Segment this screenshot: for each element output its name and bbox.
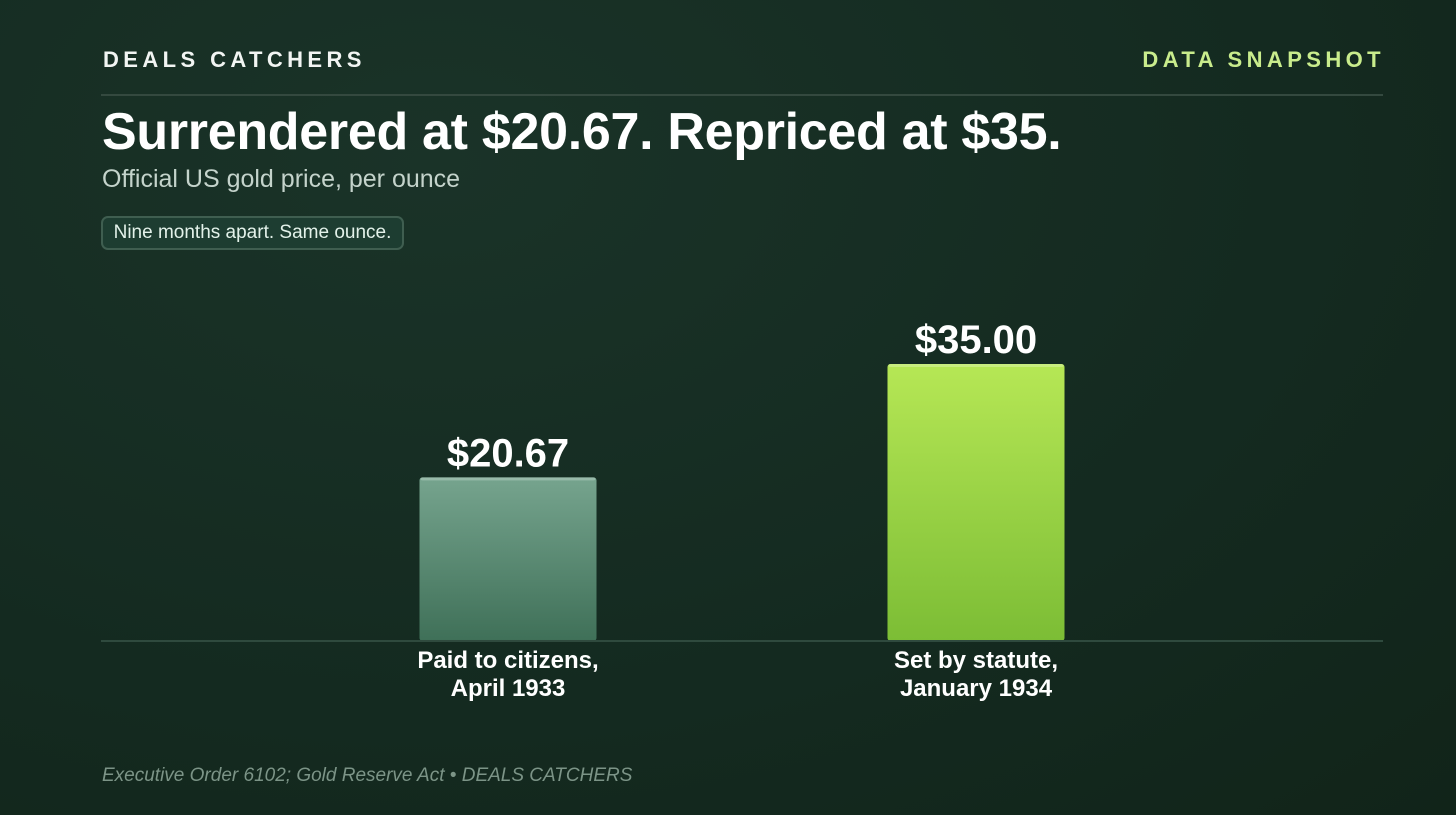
chart-title: Surrendered at $20.67. Repriced at $35. (102, 103, 1062, 161)
data-snapshot-label: DATA SNAPSHOT (1142, 47, 1385, 72)
category-label-1: Set by statute, January 1934 (826, 647, 1126, 703)
callout-badge: Nine months apart. Same ounce. (101, 216, 404, 250)
category-label-0-line-0: Paid to citizens, (417, 647, 599, 674)
category-label-1-line-1: January 1934 (899, 675, 1053, 702)
chart-subtitle: Official US gold price, per ounce (102, 165, 461, 193)
bar-0-highlight (420, 477, 596, 481)
bar-1-value-label: $35.00 (915, 318, 1037, 362)
bar-1-highlight (888, 364, 1064, 367)
category-label-0: Paid to citizens, April 1933 (358, 647, 658, 703)
header-divider (101, 94, 1383, 96)
brand-label: DEALS CATCHERS (103, 47, 366, 72)
category-label-1-line-0: Set by statute, (893, 647, 1059, 674)
bar-0 (419, 477, 597, 641)
category-label-0-line-1: April 1933 (450, 675, 566, 702)
bar-1 (887, 364, 1065, 641)
bar-0-value-label: $20.67 (447, 431, 569, 475)
source-footer: Executive Order 6102; Gold Reserve Act •… (102, 765, 633, 786)
